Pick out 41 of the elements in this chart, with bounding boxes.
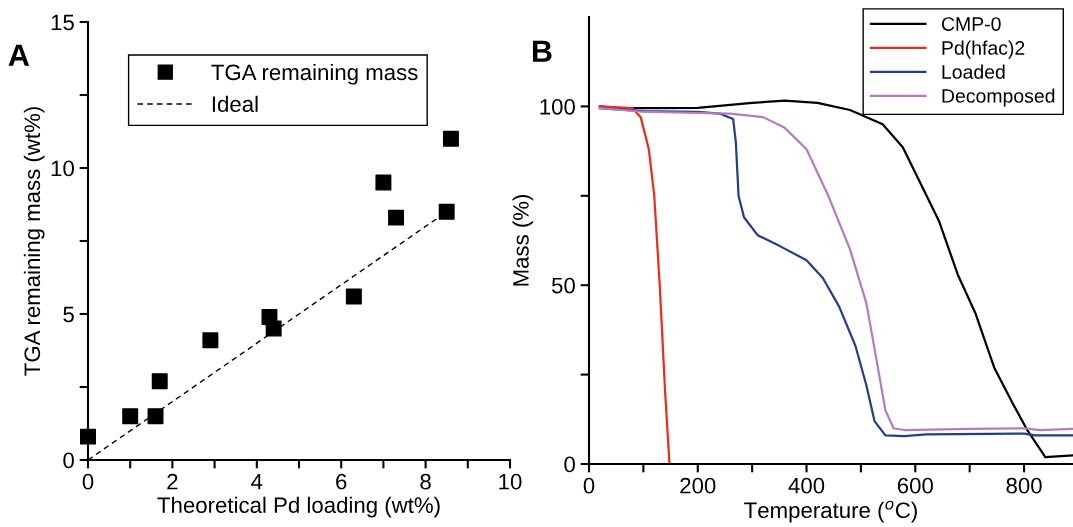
x-tick-label: 0 bbox=[82, 473, 94, 490]
x-tick-label: 10 bbox=[499, 473, 522, 490]
legend-label: Decomposed bbox=[942, 88, 1055, 107]
y-tick-label: 0 bbox=[564, 456, 575, 473]
point bbox=[122, 408, 139, 425]
point bbox=[375, 174, 392, 191]
y-tick-label: 5 bbox=[63, 306, 74, 323]
x-axis-title: Temperature ($^{o}$C) bbox=[744, 500, 917, 523]
text: A bbox=[8, 44, 30, 66]
legend-label: CMP-0 bbox=[941, 17, 1001, 31]
x-tick-label: 0 bbox=[583, 477, 595, 494]
point bbox=[388, 209, 405, 226]
x-tick-label: 8 bbox=[420, 473, 431, 490]
x-tick-label: 2 bbox=[167, 473, 178, 490]
y-tick-label: 0 bbox=[63, 452, 74, 469]
point bbox=[151, 373, 168, 390]
y-tick-label: 50 bbox=[551, 277, 575, 294]
point bbox=[265, 320, 282, 337]
legend-label: Pd(hfac)2 bbox=[942, 40, 1025, 59]
x-tick-label: 600 bbox=[897, 477, 933, 494]
y-axis-title: TGA remaining mass (wt%) bbox=[23, 107, 45, 376]
y-tick-label: 100 bbox=[540, 98, 575, 115]
legend-label: Loaded bbox=[942, 64, 1005, 79]
y-tick-label: 15 bbox=[51, 14, 74, 31]
legend-label: Ideal bbox=[212, 95, 258, 113]
x-tick-label: 800 bbox=[1006, 477, 1042, 494]
text: B bbox=[532, 40, 552, 62]
point bbox=[442, 130, 459, 147]
legend-label: TGA remaining mass bbox=[211, 63, 418, 85]
point bbox=[345, 288, 362, 305]
point bbox=[202, 332, 219, 349]
x-tick-label: 4 bbox=[251, 474, 263, 490]
point bbox=[438, 203, 455, 220]
point bbox=[80, 428, 96, 445]
x-tick-label: 400 bbox=[788, 477, 825, 494]
y-tick-label: 10 bbox=[51, 160, 74, 177]
point bbox=[147, 408, 164, 425]
x-tick-label: 6 bbox=[336, 473, 347, 490]
x-tick-label: 200 bbox=[680, 477, 716, 494]
x-axis-title: Theoretical Pd loading (wt%) bbox=[157, 496, 440, 518]
y-axis-title: Mass (%) bbox=[512, 194, 534, 286]
